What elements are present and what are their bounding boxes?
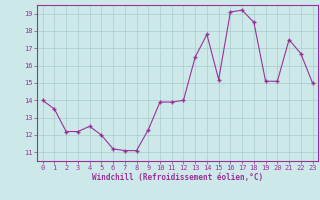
X-axis label: Windchill (Refroidissement éolien,°C): Windchill (Refroidissement éolien,°C) <box>92 173 263 182</box>
